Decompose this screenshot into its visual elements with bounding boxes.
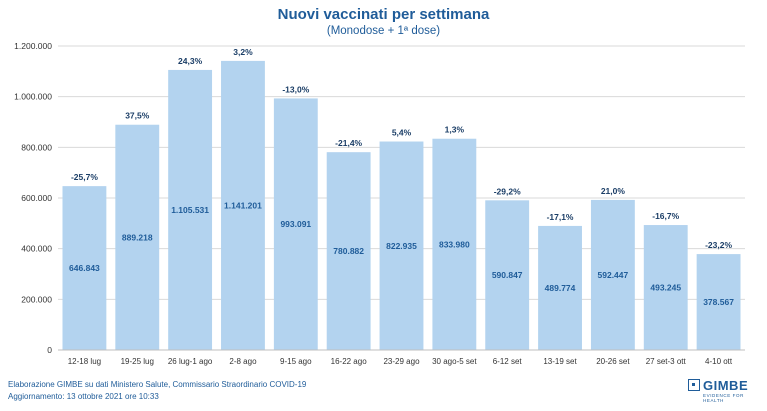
x-tick-label: 2-8 ago [229, 357, 257, 366]
x-tick-label: 4-10 ott [705, 357, 733, 366]
bar [432, 138, 477, 350]
bar-value-label: 822.935 [386, 241, 417, 251]
bar-value-label: 646.843 [69, 263, 100, 273]
bar-value-label: 833.980 [439, 239, 470, 249]
bar-value-label: 780.882 [333, 246, 364, 256]
chart-subtitle: (Monodose + 1ª dose) [326, 25, 441, 37]
bar-change-label: 21,0% [601, 186, 626, 196]
bar-value-label: 889.218 [122, 232, 153, 242]
bar-change-label: -13,0% [282, 84, 309, 94]
bar [62, 186, 107, 350]
bar-change-label: -16,7% [652, 211, 679, 221]
bar [273, 98, 318, 350]
x-tick-label: 6-12 set [493, 357, 523, 366]
logo-tagline: EVIDENCE FOR HEALTH [703, 393, 744, 403]
y-tick-label: 600.000 [21, 193, 52, 203]
x-tick-label: 20-26 set [596, 357, 630, 366]
bar-change-label: 1,3% [445, 125, 465, 135]
y-tick-label: 1.000.000 [14, 92, 52, 102]
x-tick-label: 19-25 lug [121, 357, 154, 366]
x-tick-label: 13-19 set [543, 357, 577, 366]
bar-change-label: -29,2% [494, 186, 521, 196]
bar-change-label: 37,5% [125, 111, 150, 121]
bar-value-label: 993.091 [280, 219, 311, 229]
logo-name: GIMBE [703, 378, 749, 393]
chart-title: Nuovi vaccinati per settimana [277, 6, 490, 23]
bar-change-label: 3,2% [233, 47, 253, 57]
gimbe-logo: GIMBE EVIDENCE FOR HEALTH [688, 378, 760, 403]
bar [643, 225, 688, 350]
bar [485, 200, 530, 350]
x-tick-label: 27 set-3 ott [646, 357, 687, 366]
bar-change-label: -23,2% [705, 240, 732, 250]
y-tick-label: 400.000 [21, 244, 52, 254]
y-tick-label: 0 [47, 345, 52, 355]
bar [221, 60, 265, 350]
bar [538, 225, 582, 350]
bar [379, 141, 424, 350]
bar-change-label: 24,3% [178, 56, 203, 66]
x-tick-label: 12-18 lug [68, 357, 101, 366]
x-tick-label: 16-22 ago [331, 357, 368, 366]
bar-value-label: 592.447 [598, 270, 629, 280]
bar [168, 69, 213, 351]
bar [696, 254, 741, 350]
bar-value-label: 378.567 [703, 297, 734, 307]
x-tick-label: 23-29 ago [383, 357, 420, 366]
bar [326, 152, 371, 350]
bar-change-label: 5,4% [392, 128, 412, 138]
source-note: Elaborazione GIMBE su dati Ministero Sal… [8, 380, 307, 389]
gimbe-logo-icon [688, 379, 700, 391]
update-note: Aggiornamento: 13 ottobre 2021 ore 10:33 [8, 392, 159, 401]
bar [590, 199, 635, 350]
bar-change-label: -17,1% [547, 212, 574, 222]
y-tick-label: 1.200.000 [14, 41, 52, 51]
bar-value-label: 1.141.201 [224, 200, 262, 210]
x-tick-label: 30 ago-5 set [432, 357, 477, 366]
x-tick-label: 9-15 ago [280, 357, 312, 366]
bar [115, 124, 160, 350]
bar-value-label: 489.774 [545, 283, 576, 293]
bar-value-label: 590.847 [492, 270, 523, 280]
x-tick-label: 26 lug-1 ago [168, 357, 213, 366]
bar-change-label: -21,4% [335, 138, 362, 148]
bar-value-label: 493.245 [650, 283, 681, 293]
y-tick-label: 200.000 [21, 294, 52, 304]
bar-change-label: -25,7% [71, 172, 98, 182]
bar-value-label: 1.105.531 [171, 205, 209, 215]
y-tick-label: 800.000 [21, 142, 52, 152]
